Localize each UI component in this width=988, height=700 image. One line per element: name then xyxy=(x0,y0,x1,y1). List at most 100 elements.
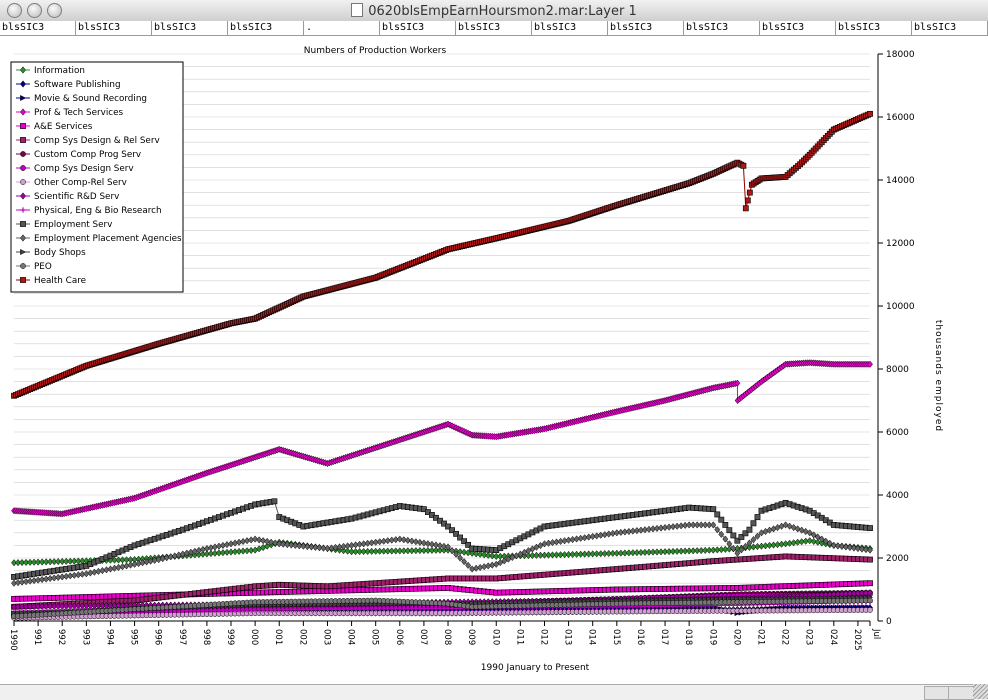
window-title: 0620blsEmpEarnHoursmon2.mar:Layer 1 xyxy=(368,4,637,19)
horizontal-scrollbar[interactable] xyxy=(0,684,988,700)
x-tick-label: 002 xyxy=(297,629,307,645)
column-header[interactable]: blsSIC3 xyxy=(380,21,456,35)
data-point xyxy=(613,549,620,557)
data-point xyxy=(798,526,805,534)
data-point xyxy=(782,521,789,529)
legend-marker xyxy=(20,263,26,269)
data-point xyxy=(477,550,484,558)
column-header[interactable]: blsSIC3 xyxy=(76,21,152,35)
series-line xyxy=(13,524,871,584)
series-line xyxy=(13,362,870,515)
data-point xyxy=(686,547,693,555)
column-header[interactable]: blsSIC3 xyxy=(836,21,912,35)
data-point xyxy=(115,556,122,564)
data-point xyxy=(810,537,817,546)
data-point xyxy=(553,551,560,559)
legend-label: Physical, Eng & Bio Research xyxy=(34,206,162,216)
data-point xyxy=(15,559,21,567)
legend-label: Software Publishing xyxy=(34,80,121,90)
data-point xyxy=(710,506,717,513)
legend-marker xyxy=(20,151,26,157)
data-point xyxy=(698,546,705,555)
data-point xyxy=(722,545,729,553)
data-point xyxy=(758,529,765,537)
data-point xyxy=(593,550,600,558)
data-point xyxy=(441,546,447,554)
column-header[interactable]: blsSIC3 xyxy=(0,21,76,35)
legend-marker xyxy=(20,123,26,129)
data-point xyxy=(778,522,785,530)
data-point xyxy=(814,538,821,546)
close-button[interactable] xyxy=(7,3,22,18)
legend-label: Movie & Sound Recording xyxy=(34,94,147,104)
column-header[interactable]: blsSIC3 xyxy=(760,21,836,35)
data-point xyxy=(461,548,468,556)
y-tick-label: 4000 xyxy=(886,491,909,501)
x-tick-label: 022 xyxy=(780,629,790,645)
column-header[interactable]: blsSIC3 xyxy=(608,21,684,35)
data-point xyxy=(740,162,747,169)
x-tick-label: 995 xyxy=(129,629,139,645)
x-tick-label: 993 xyxy=(80,629,90,645)
zoom-button[interactable] xyxy=(47,3,62,18)
data-point xyxy=(573,550,580,558)
data-point xyxy=(380,547,387,555)
data-point xyxy=(489,552,496,560)
minimize-button[interactable] xyxy=(27,3,42,18)
data-point xyxy=(774,523,781,532)
data-point xyxy=(790,523,797,532)
data-point xyxy=(565,550,572,559)
data-point xyxy=(750,520,757,527)
x-tick-label: 991 xyxy=(32,629,42,645)
legend-label: Scientific R&D Serv xyxy=(34,192,119,202)
x-tick-label: 014 xyxy=(587,629,597,645)
data-point xyxy=(646,548,652,556)
x-tick-label: 015 xyxy=(611,629,621,645)
data-point xyxy=(561,551,568,559)
data-point xyxy=(744,197,751,204)
data-point xyxy=(678,547,685,555)
data-point xyxy=(581,550,588,558)
column-header[interactable]: blsSIC3 xyxy=(456,21,532,35)
data-point xyxy=(396,547,403,555)
column-header[interactable]: blsSIC3 xyxy=(532,21,608,35)
x-tick-label: 012 xyxy=(538,629,548,645)
legend-label: Employment Serv xyxy=(34,220,112,230)
data-point xyxy=(750,536,757,544)
column-header[interactable]: blsSIC3 xyxy=(912,21,988,35)
data-point xyxy=(256,545,263,553)
x-tick-label: 001 xyxy=(273,629,283,645)
chart-title: Numbers of Production Workers xyxy=(304,46,447,56)
data-point xyxy=(392,547,399,555)
legend-label: Prof & Tech Services xyxy=(34,108,124,118)
data-point xyxy=(47,558,54,566)
data-point xyxy=(674,547,681,555)
data-point xyxy=(714,546,721,554)
column-header[interactable]: blsSIC3 xyxy=(228,21,304,35)
scroll-right-button[interactable] xyxy=(948,686,974,700)
resize-grip-icon[interactable] xyxy=(973,684,988,699)
data-point xyxy=(867,360,873,368)
axes: 0200040006000800010000120001400016000180… xyxy=(8,50,915,651)
scroll-left-button[interactable] xyxy=(924,686,950,700)
data-point xyxy=(541,551,548,559)
x-tick-label: 998 xyxy=(201,629,211,645)
x-tick-label: 003 xyxy=(321,629,331,645)
x-tick-label: 013 xyxy=(563,629,573,645)
data-point xyxy=(702,546,709,554)
data-point xyxy=(51,558,58,566)
data-point xyxy=(469,549,476,557)
legend-label: Custom Comp Prog Serv xyxy=(34,150,141,160)
data-point xyxy=(867,607,873,613)
column-header[interactable]: . xyxy=(304,21,380,35)
column-header[interactable]: blsSIC3 xyxy=(152,21,228,35)
data-point xyxy=(569,550,576,559)
y-tick-label: 18000 xyxy=(886,50,915,60)
legend-marker xyxy=(20,165,26,171)
column-header[interactable]: blsSIC3 xyxy=(684,21,760,35)
legend-marker xyxy=(20,277,26,283)
data-point xyxy=(806,537,813,545)
line-chart: Numbers of Production Workers 0200040006… xyxy=(8,46,943,673)
data-point xyxy=(746,526,753,533)
data-point xyxy=(633,549,640,557)
